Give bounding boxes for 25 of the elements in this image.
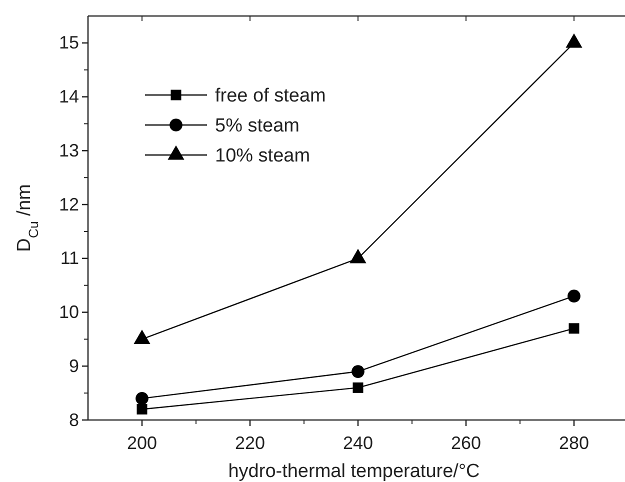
y-tick-label: 10 <box>58 302 79 322</box>
point <box>568 290 580 303</box>
point <box>566 33 582 48</box>
y-tick-label: 11 <box>60 248 79 268</box>
x-tick-label: 260 <box>450 432 482 453</box>
point <box>350 248 366 264</box>
point <box>136 404 148 414</box>
legend-label: 5% steam <box>215 116 300 137</box>
legend-label: free of steam <box>215 86 326 107</box>
y-tick-label: 13 <box>58 140 79 160</box>
y-tick-label: 12 <box>58 194 79 214</box>
x-axis-title: hydro-thermal temperature/°C <box>228 461 480 482</box>
y-tick-label: 8 <box>68 410 79 430</box>
x-tick-label: 200 <box>126 432 158 453</box>
point <box>136 392 148 405</box>
point <box>352 382 364 393</box>
point <box>568 323 580 334</box>
legend-label: 10% steam <box>215 146 310 167</box>
y-tick-label: 14 <box>58 86 79 107</box>
x-tick-label: 280 <box>558 432 590 453</box>
x-tick-label: 240 <box>342 432 374 453</box>
y-tick-label: 15 <box>58 32 79 53</box>
point <box>352 365 364 378</box>
x-tick-label: 220 <box>234 432 266 453</box>
y-tick-label: 9 <box>68 356 79 376</box>
